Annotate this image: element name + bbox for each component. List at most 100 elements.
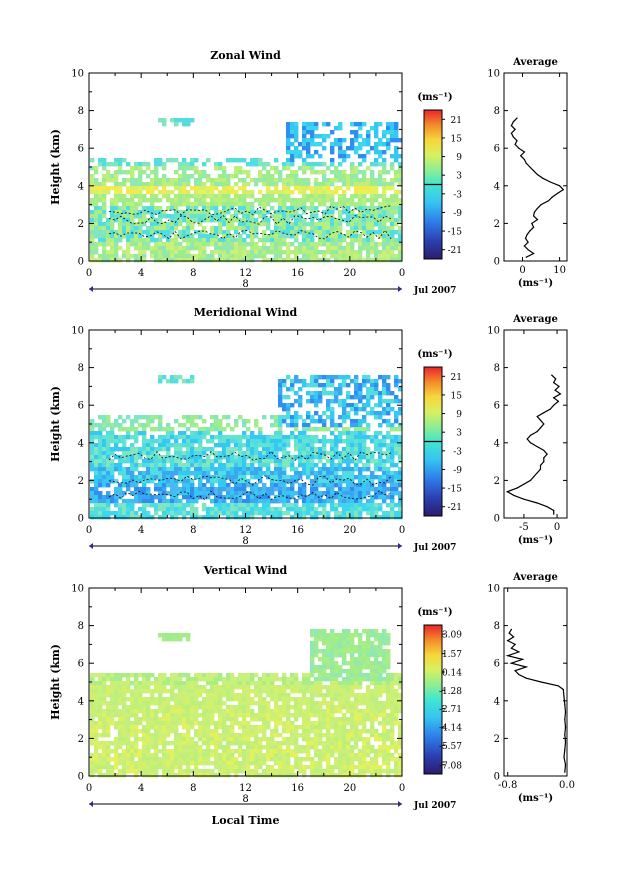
profile-point (551, 374, 553, 376)
profile-point (536, 173, 539, 176)
profile-point (516, 140, 518, 142)
contour-line (108, 205, 392, 216)
profile-point (557, 685, 559, 687)
colorbar-tick-label: -2.71 (439, 705, 462, 715)
contour-line (108, 490, 392, 501)
profile-point (525, 162, 527, 164)
colorbar-tick-label: 3 (456, 429, 462, 439)
profile-point (563, 756, 565, 758)
profile-point (549, 181, 551, 183)
colorbar-tick-label: 9 (456, 153, 462, 163)
x-tick-label: 0 (86, 783, 92, 794)
profile-point (536, 430, 538, 433)
profile-point (564, 764, 567, 766)
profile-point (564, 771, 566, 773)
x-tick-label: 16 (291, 525, 304, 536)
profile-point (523, 151, 526, 153)
colorbar-tick-label: 3 (456, 172, 462, 182)
profile-point (557, 400, 560, 402)
y-axis-label: Height (km) (49, 644, 62, 720)
profile-point (536, 415, 538, 418)
profile-point (536, 446, 538, 448)
profile-point (564, 711, 567, 713)
colorbar-tick-label: 15 (451, 134, 463, 144)
profile-point (531, 222, 533, 224)
contour-line (108, 450, 392, 461)
colorbar-tick-label: -1.28 (439, 687, 462, 697)
chart-title: Vertical Wind (203, 564, 288, 577)
profile-x-label: (ms⁻¹) (518, 535, 553, 546)
y-tick-label: 10 (71, 69, 84, 80)
profile-point (520, 155, 522, 157)
x-tick-label: 16 (291, 783, 304, 794)
profile-line (505, 374, 562, 515)
profile-y-tick-label: 6 (494, 144, 500, 155)
profile-y-tick-label: 10 (487, 69, 500, 80)
profile-point (564, 749, 566, 751)
x-tick-label: 0 (86, 268, 92, 279)
contour-line (108, 214, 392, 225)
profile-point (564, 741, 567, 743)
profile-point (525, 666, 527, 668)
heatmap-field (90, 118, 403, 263)
profile-point (523, 245, 526, 247)
profile-point (533, 170, 535, 172)
y-tick-label: 6 (78, 144, 84, 155)
x-tick-label: 0 (399, 783, 405, 794)
colorbar-tick-label: 21 (451, 116, 462, 126)
y-tick-label: 8 (78, 363, 84, 374)
profile-point (543, 457, 545, 459)
colorbar-tick-label: -3 (453, 447, 462, 457)
profile-y-tick-label: 6 (494, 659, 500, 670)
profile-y-tick-label: 8 (494, 621, 500, 632)
colorbar-tick-label: 0.14 (442, 669, 462, 679)
profile-point (529, 442, 532, 444)
profile-x-tick-label: 10 (553, 265, 566, 276)
y-tick-label: 6 (78, 401, 84, 412)
profile-point (539, 468, 542, 470)
colorbar-tick-label: 1.57 (442, 650, 462, 660)
profile-point (546, 506, 548, 508)
profile-point (539, 419, 542, 421)
colorbar-tick-label: -21 (448, 246, 463, 256)
profile-frame (503, 329, 568, 519)
profile-point (510, 662, 512, 664)
colorbar-units: (ms⁻¹) (417, 607, 452, 618)
profile-y-tick-label: 10 (487, 584, 500, 595)
profile-point (510, 628, 512, 631)
profile-point (559, 393, 562, 395)
profile-y-tick-label: 4 (494, 181, 500, 192)
x-tick-label: 20 (343, 268, 356, 279)
colorbar-tick-label: -5.57 (439, 742, 462, 752)
profile-title: Average (512, 572, 558, 583)
profile-x-label: (ms⁻¹) (518, 793, 553, 804)
profile-point (525, 677, 527, 679)
profile-point (536, 472, 538, 474)
profile-point (514, 643, 516, 646)
profile-point (546, 453, 548, 455)
profile-y-tick-label: 2 (494, 219, 500, 230)
profile-x-tick-label: 0 (519, 265, 525, 276)
y-tick-label: 4 (78, 696, 84, 707)
x-tick-label: 20 (343, 525, 356, 536)
y-tick-label: 4 (78, 181, 84, 192)
profile-point (529, 166, 531, 168)
date-bar-end-marker (398, 801, 402, 807)
colorbar (423, 624, 443, 775)
x-tick-label: 8 (190, 525, 196, 536)
profile-x-tick-label: 0.0 (559, 780, 575, 791)
chart-title: Zonal Wind (210, 49, 281, 62)
y-tick-label: 8 (78, 621, 84, 632)
profile-frame (503, 72, 568, 262)
profile-line (510, 117, 565, 258)
contour-line (108, 475, 392, 486)
profile-point (526, 234, 528, 236)
profile-x-tick-label: -0.8 (498, 780, 517, 791)
profile-point (543, 461, 545, 463)
heatmap-field (90, 629, 403, 778)
profile-point (523, 158, 526, 161)
profile-point (516, 117, 518, 119)
date-bar-start-marker (89, 286, 93, 292)
profile-point (543, 423, 545, 425)
